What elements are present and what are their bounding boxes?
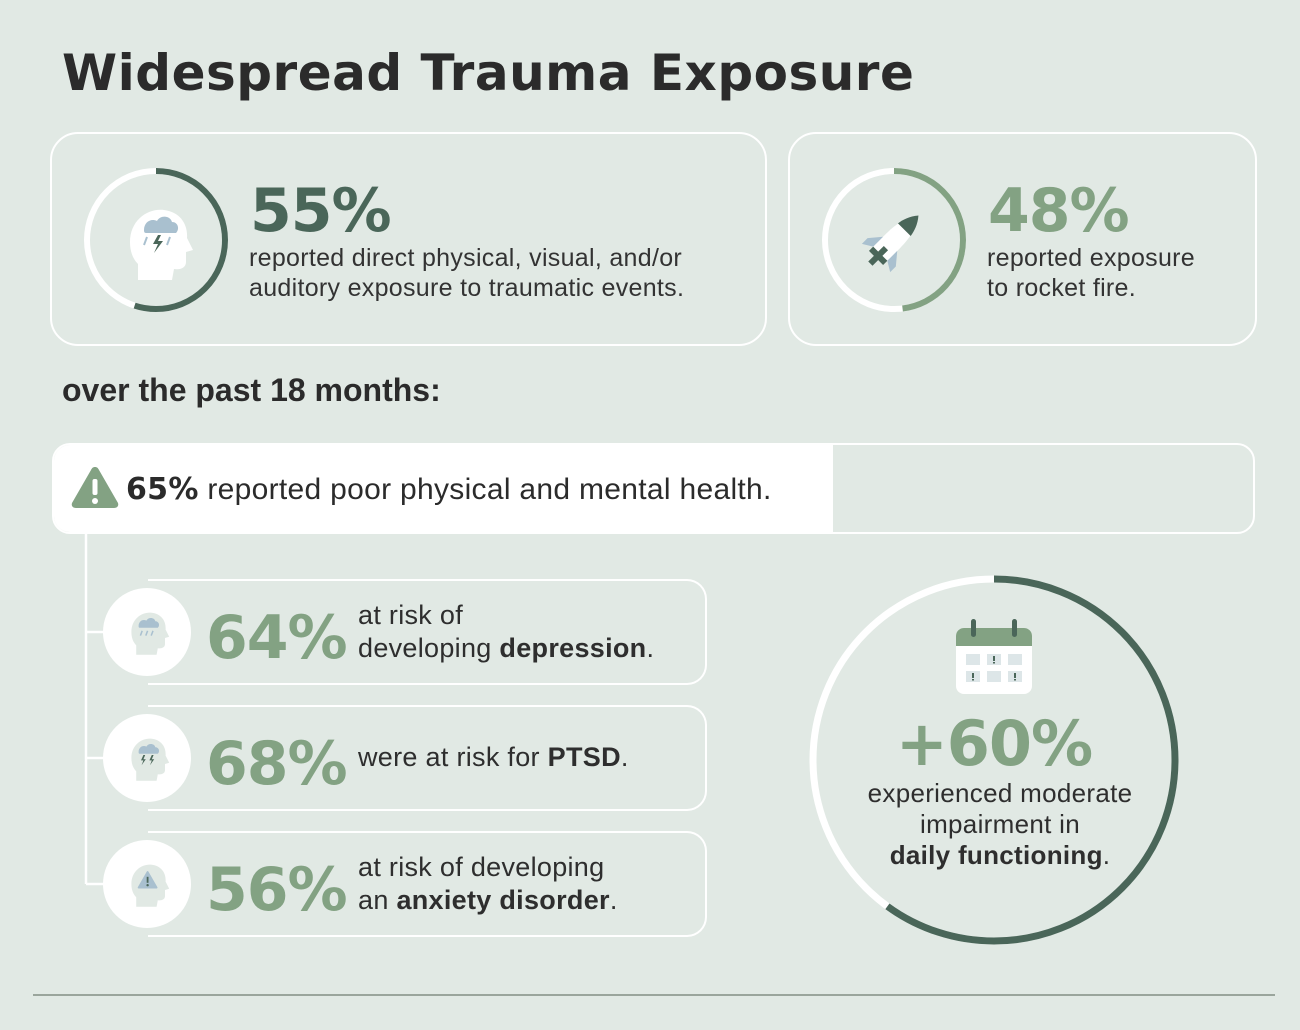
head-storm-icon [130, 209, 193, 280]
head-lightning-bubble [103, 714, 191, 802]
head-rain-icon [131, 612, 170, 655]
impairment-description: experienced moderate impairment in daily… [867, 778, 1133, 870]
banner-progress-fill [54, 445, 834, 532]
page-title: Widespread Trauma Exposure [62, 44, 915, 102]
risk-description-depression: at risk of developing depression. [358, 600, 655, 663]
risk-card-anxiety: 56% at risk of developing an anxiety dis… [148, 831, 707, 937]
bottom-divider [33, 994, 1275, 996]
risk-value-anxiety: 56% [206, 855, 348, 925]
stat-value-55: 55% [250, 176, 392, 246]
risk-description-anxiety: at risk of developing an anxiety disorde… [358, 852, 618, 915]
risk-value-depression: 64% [206, 603, 348, 673]
head-warning-icon [131, 864, 170, 907]
risk-value-ptsd: 68% [206, 729, 348, 799]
banner-value: 65% [126, 472, 199, 507]
impairment-progress-ring [809, 575, 1179, 945]
banner-description: reported poor physical and mental health… [198, 473, 772, 506]
stat-value-48: 48% [988, 176, 1130, 246]
head-warning-bubble [103, 840, 191, 928]
banner-text: 65% reported poor physical and mental he… [126, 472, 772, 507]
progress-ring-55 [84, 168, 228, 312]
risk-card-ptsd: 68% were at risk for PTSD. [148, 705, 707, 811]
section-subheading: over the past 18 months: [62, 372, 441, 408]
health-banner: 65% reported poor physical and mental he… [52, 443, 1255, 534]
risk-description-ptsd: were at risk for PTSD. [358, 742, 629, 772]
tree-connector [84, 532, 140, 886]
progress-ring-48 [822, 168, 966, 312]
head-lightning-icon [131, 738, 170, 781]
calendar-icon [956, 619, 1032, 694]
impairment-value: +60% [895, 707, 1093, 780]
stat-description-direct-exposure: reported direct physical, visual, and/or… [249, 244, 685, 302]
stat-card-rocket-fire: 48% reported exposure to rocket fire. [788, 132, 1257, 346]
risk-card-depression: 64% at risk of developing depression. [148, 579, 707, 685]
rocket-icon [861, 215, 919, 273]
stat-card-direct-exposure: 55% reported direct physical, visual, an… [50, 132, 767, 346]
stat-description-rocket-fire: reported exposure to rocket fire. [987, 244, 1196, 302]
head-rain-bubble [103, 588, 191, 676]
warning-icon [71, 467, 119, 508]
